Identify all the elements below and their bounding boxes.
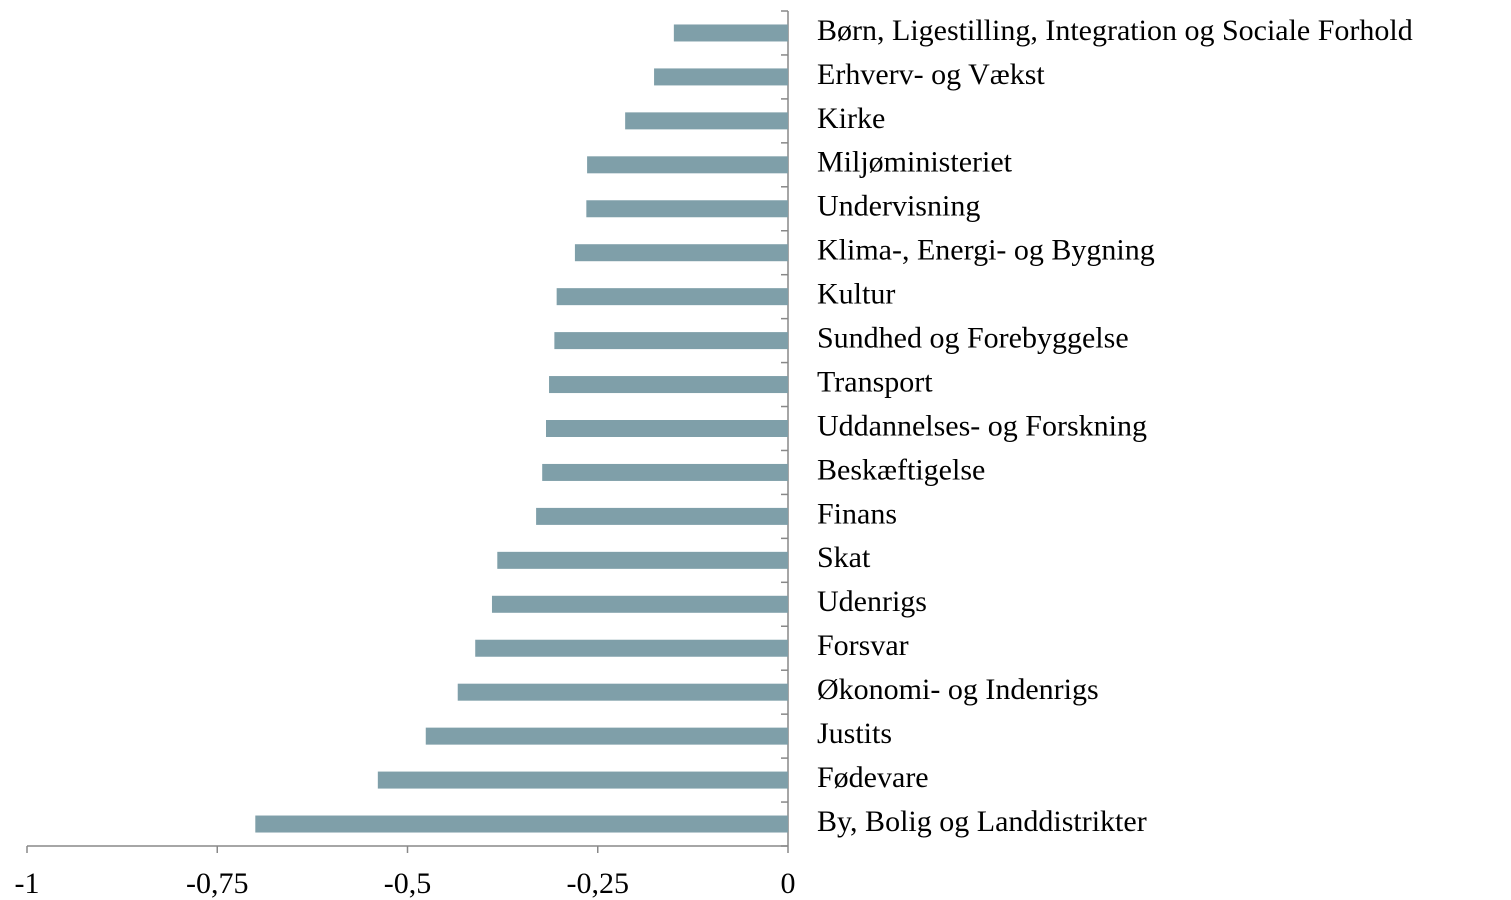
category-label: Beskæftigelse (817, 453, 985, 486)
category-label: Finans (817, 497, 897, 530)
category-label: Klima-, Energi- og Bygning (817, 234, 1155, 267)
category-label: Kirke (817, 102, 885, 135)
bar (491, 595, 788, 613)
bar (425, 727, 788, 745)
x-tick-label: -0,5 (384, 867, 432, 900)
category-label: Sundhed og Forebyggelse (817, 321, 1129, 354)
category-label: Forsvar (817, 629, 909, 662)
bar (497, 551, 788, 569)
bar (377, 771, 788, 789)
bar (554, 332, 788, 350)
category-label: Uddannelses- og Forskning (817, 409, 1147, 442)
bar (586, 200, 788, 218)
category-label: Udenrigs (817, 585, 927, 618)
bar (542, 463, 788, 481)
bar (625, 112, 788, 130)
bar (654, 68, 788, 86)
x-tick-label: -1 (15, 867, 40, 900)
bar (574, 244, 788, 262)
bar (457, 683, 788, 701)
bar (475, 639, 788, 657)
bar (536, 507, 788, 525)
category-label: Erhverv- og Vækst (817, 58, 1045, 91)
x-tick-label: -0,75 (186, 867, 249, 900)
bar (549, 376, 788, 394)
bar (587, 156, 788, 174)
category-label: Transport (817, 365, 933, 398)
bar (546, 420, 788, 437)
category-label: Skat (817, 541, 871, 574)
category-label: Kultur (817, 278, 895, 311)
bar (255, 815, 789, 833)
bar (673, 24, 788, 42)
category-label: Justits (817, 717, 892, 750)
category-label: Børn, Ligestilling, Integration og Socia… (817, 14, 1413, 47)
bar (556, 288, 788, 306)
category-label: Miljøministeriet (817, 146, 1013, 179)
category-label: Økonomi- og Indenrigs (817, 673, 1099, 706)
x-tick-label: -0,25 (567, 867, 630, 900)
category-label: By, Bolig og Landdistrikter (817, 805, 1147, 838)
x-tick-label: 0 (781, 867, 796, 900)
category-label: Undervisning (817, 190, 980, 223)
category-label: Fødevare (817, 761, 929, 794)
